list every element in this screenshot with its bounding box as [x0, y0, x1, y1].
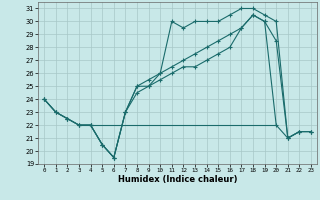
X-axis label: Humidex (Indice chaleur): Humidex (Indice chaleur) — [118, 175, 237, 184]
